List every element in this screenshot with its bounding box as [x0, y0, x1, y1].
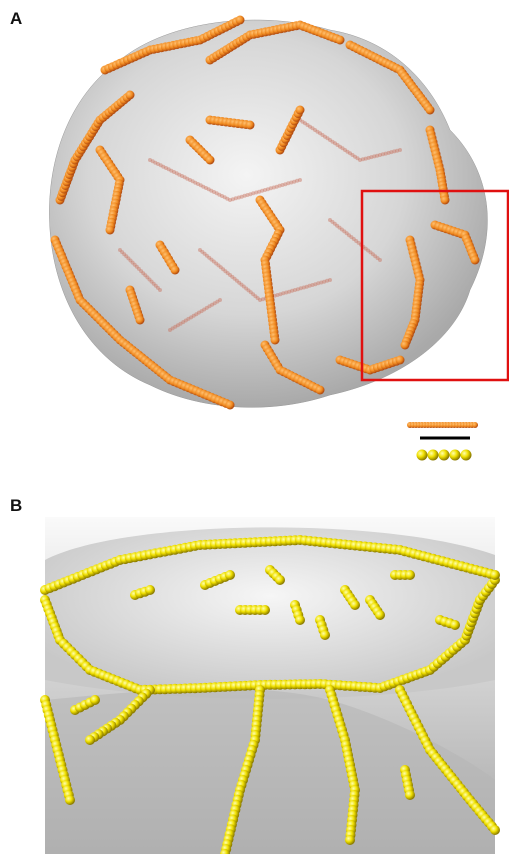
bead [226, 401, 235, 410]
bead [236, 16, 245, 25]
bead [225, 570, 235, 580]
bead [298, 178, 302, 182]
bead [450, 620, 460, 630]
bead [145, 585, 155, 595]
bead [439, 450, 450, 461]
panel-label: B [10, 496, 22, 515]
bead [396, 356, 405, 365]
figure: A B [0, 0, 509, 854]
bead [218, 298, 222, 302]
bead [450, 450, 461, 461]
bead [471, 256, 480, 265]
bead [490, 570, 500, 580]
bead [350, 600, 360, 610]
bead [472, 422, 478, 428]
bead [428, 450, 439, 461]
bead [260, 605, 270, 615]
bead [345, 835, 355, 845]
bead [461, 450, 472, 461]
bead [405, 570, 415, 580]
bead [490, 825, 500, 835]
bead [336, 36, 345, 45]
scale-legend [407, 422, 478, 461]
bead [375, 610, 385, 620]
bead [328, 278, 332, 282]
bead [271, 336, 280, 345]
bead [90, 695, 100, 705]
bead [136, 316, 145, 325]
bead [320, 630, 330, 640]
bead [106, 226, 115, 235]
bead [171, 266, 180, 275]
bead [206, 156, 215, 165]
bead [296, 106, 305, 115]
bead [417, 450, 428, 461]
bead [378, 258, 382, 262]
bead [295, 615, 305, 625]
page: A B (() => { const data = JSON.parse(doc… [0, 0, 509, 854]
bead [126, 91, 135, 100]
bead [426, 106, 435, 115]
bead [316, 386, 325, 395]
bead [401, 341, 410, 350]
bead [85, 735, 95, 745]
bead [398, 148, 402, 152]
bead [158, 288, 162, 292]
bead [441, 196, 450, 205]
panel-label: A [10, 9, 22, 28]
bead [65, 795, 75, 805]
bead [246, 121, 255, 130]
bead [275, 575, 285, 585]
bead [405, 790, 415, 800]
